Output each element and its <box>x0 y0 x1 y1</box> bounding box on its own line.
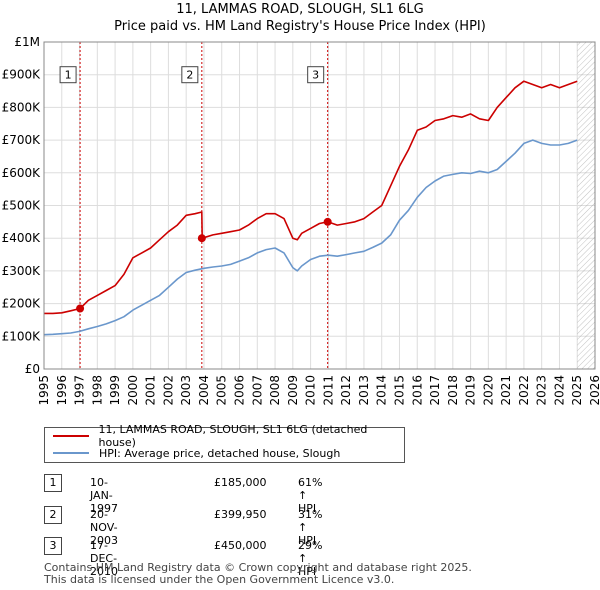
x-tick-label: 2017 <box>428 375 442 406</box>
x-tick-label: 2007 <box>250 375 264 406</box>
sale-point <box>323 217 332 226</box>
y-tick-label: £100K <box>2 329 42 343</box>
y-tick-label: £400K <box>2 231 42 245</box>
y-tick-label: £300K <box>2 264 42 278</box>
x-tick-label: 2022 <box>517 375 531 406</box>
x-tick-label: 2024 <box>552 375 566 406</box>
x-tick-label: 2012 <box>339 375 353 406</box>
y-tick-label: £700K <box>2 133 42 147</box>
y-tick-label: £900K <box>2 68 42 82</box>
x-tick-label: 2008 <box>268 375 282 406</box>
x-tick-label: 1996 <box>55 375 69 406</box>
chart-subtitle: Price paid vs. HM Land Registry's House … <box>114 19 486 34</box>
legend-swatch-property <box>53 435 89 437</box>
annotation-label: 3 <box>312 69 319 82</box>
x-tick-label: 2023 <box>535 375 549 406</box>
transaction-date: 20-NOV-2003 <box>90 508 118 547</box>
transaction-hpi-change: 31% ↑ HPI <box>298 508 323 547</box>
transaction-date: 17-DEC-2010 <box>90 539 118 578</box>
annotation-box <box>59 66 77 84</box>
sale-point <box>197 234 206 243</box>
x-tick-label: 2001 <box>144 375 158 406</box>
x-tick-label: 2006 <box>233 375 247 406</box>
x-tick-label: 1999 <box>108 375 122 406</box>
y-tick-label: £1M <box>14 35 40 49</box>
x-tick-label: 2002 <box>161 375 175 406</box>
x-tick-label: 1995 <box>37 375 51 406</box>
y-tick-label: £600K <box>2 166 42 180</box>
x-tick-label: 2015 <box>392 375 406 406</box>
x-tick-label: 2003 <box>179 375 193 406</box>
annotation-box <box>307 66 325 84</box>
legend-swatch-hpi <box>53 452 89 454</box>
chart-title: 11, LAMMAS ROAD, SLOUGH, SL1 6LG <box>176 2 424 17</box>
transaction-hpi-change: 29% ↑ HPI <box>298 539 323 578</box>
x-tick-label: 2026 <box>588 375 600 406</box>
price-chart: £0 £100K £200K £300K £400K £500K £600K £700K £80… <box>2 35 600 406</box>
y-tick-label: £500K <box>2 199 42 213</box>
property-price-line <box>44 80 578 315</box>
transaction-number: 2 <box>44 506 62 524</box>
y-tick-label: £0 <box>25 362 40 376</box>
x-tick-label: 2021 <box>499 375 513 406</box>
transaction-number: 1 <box>44 474 62 492</box>
x-tick-label: 2014 <box>375 375 389 406</box>
y-tick-label: £200K <box>2 297 42 311</box>
forecast-hatch <box>577 42 595 369</box>
sale-point <box>76 304 85 313</box>
legend-item-property: 11, LAMMAS ROAD, SLOUGH, SL1 6LG (detach… <box>53 423 404 449</box>
x-tick-label: 2011 <box>321 375 335 406</box>
y-tick-label: £800K <box>2 100 42 114</box>
hpi-line <box>43 139 578 336</box>
transaction-hpi-change: 61% ↑ HPI <box>298 476 323 515</box>
chart-legend: 11, LAMMAS ROAD, SLOUGH, SL1 6LG (detach… <box>44 423 405 463</box>
annotation-label: 2 <box>186 69 193 82</box>
x-tick-label: 2016 <box>410 375 424 406</box>
x-tick-label: 1997 <box>73 375 87 406</box>
x-tick-label: 2009 <box>286 375 300 406</box>
transaction-date: 10-JAN-1997 <box>90 476 118 515</box>
x-tick-label: 2013 <box>357 375 371 406</box>
x-tick-label: 2018 <box>446 375 460 406</box>
legend-label-property: 11, LAMMAS ROAD, SLOUGH, SL1 6LG (detach… <box>98 423 368 449</box>
x-tick-label: 2019 <box>464 375 478 406</box>
annotation-label: 1 <box>65 69 72 82</box>
legend-label-hpi: HPI: Average price, detached house, Slou… <box>99 446 341 460</box>
x-tick-label: 2000 <box>126 375 140 406</box>
annotation-box <box>181 66 199 84</box>
x-tick-label: 2005 <box>215 375 229 406</box>
x-tick-label: 2004 <box>197 375 211 406</box>
footer-licence: This data is licensed under the Open Gov… <box>44 573 395 586</box>
plot-border <box>43 41 596 370</box>
x-tick-label: 2025 <box>570 375 584 406</box>
transaction-price: £399,950 <box>214 508 267 521</box>
legend-item-hpi: HPI: Average price, detached house, Slou… <box>53 445 340 461</box>
x-tick-label: 1998 <box>90 375 104 406</box>
transaction-price: £450,000 <box>214 539 267 552</box>
footer-copyright: Contains HM Land Registry data © Crown c… <box>44 561 472 574</box>
x-tick-label: 2010 <box>304 375 318 406</box>
transaction-price: £185,000 <box>214 476 267 489</box>
transaction-number: 3 <box>44 537 62 555</box>
x-tick-label: 2020 <box>481 375 495 406</box>
